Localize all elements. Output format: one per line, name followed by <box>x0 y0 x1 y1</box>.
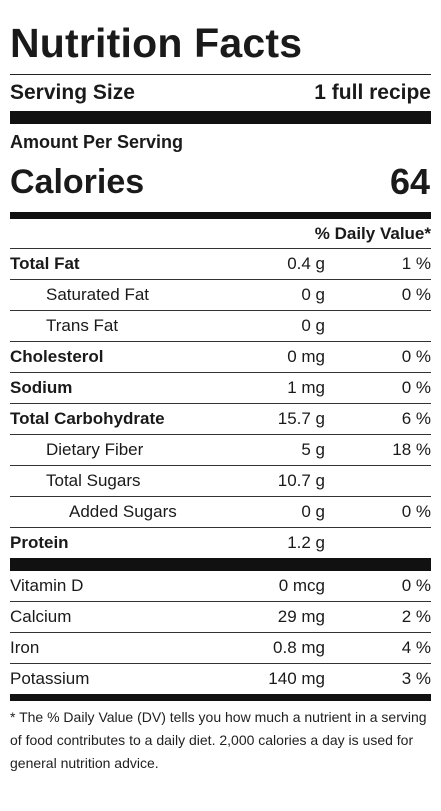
nutrient-row-dietary-fiber: Dietary Fiber 5 g 18 % <box>10 434 431 465</box>
nutrient-row-total-sugars: Total Sugars 10.7 g <box>10 465 431 496</box>
nutrient-amount: 15.7 g <box>277 409 325 428</box>
nutrient-amount: 1.2 g <box>287 533 325 552</box>
vitamin-name: Iron <box>10 638 40 657</box>
nutrient-name: Dietary Fiber <box>46 440 144 459</box>
nutrient-name: Total Fat <box>10 254 80 273</box>
vitamin-row-potassium: Potassium 140 mg 3 % <box>10 663 431 694</box>
vitamin-dv: 0 % <box>401 576 431 595</box>
daily-value-header: % Daily Value* <box>314 224 431 243</box>
nutrient-amount: 5 g <box>301 440 325 459</box>
nutrient-row-total-carbohydrate: Total Carbohydrate 15.7 g 6 % <box>10 403 431 434</box>
nutrient-amount: 0 g <box>301 502 325 521</box>
daily-value-footnote: * The % Daily Value (DV) tells you how m… <box>10 709 427 771</box>
nutrient-dv: 18 % <box>392 440 431 459</box>
calories-value: 64 <box>389 161 430 202</box>
nutrient-amount: 0 g <box>301 316 325 335</box>
divider <box>10 74 431 75</box>
nutrient-name: Protein <box>10 533 69 552</box>
nutrient-dv: 6 % <box>401 409 431 428</box>
nutrient-name: Sodium <box>10 378 73 397</box>
vitamin-dv: 2 % <box>401 607 431 626</box>
nutrient-name: Added Sugars <box>69 502 177 521</box>
calories-row: Calories 64 <box>10 161 431 203</box>
nutrient-amount: 0 g <box>301 285 325 304</box>
nutrient-amount: 1 mg <box>287 378 325 397</box>
nutrient-name: Trans Fat <box>46 316 119 335</box>
vitamin-name: Vitamin D <box>10 576 84 595</box>
nutrient-dv: 0 % <box>401 285 431 304</box>
bottom-divider <box>10 694 431 701</box>
nutrient-row-total-fat: Total Fat 0.4 g 1 % <box>10 248 431 279</box>
nutrient-row-added-sugars: Added Sugars 0 g 0 % <box>10 496 431 527</box>
nutrition-facts-label: Nutrition Facts Serving Size 1 full reci… <box>10 18 431 775</box>
nutrient-dv: 0 % <box>401 502 431 521</box>
thick-divider <box>10 558 431 571</box>
nutrient-row-cholesterol: Cholesterol 0 mg 0 % <box>10 341 431 372</box>
vitamin-name: Potassium <box>10 669 90 688</box>
vitamin-row-calcium: Calcium 29 mg 2 % <box>10 601 431 632</box>
vitamin-dv: 4 % <box>401 638 431 657</box>
nutrient-amount: 0.4 g <box>287 254 325 273</box>
nutrient-row-saturated-fat: Saturated Fat 0 g 0 % <box>10 279 431 310</box>
calories-divider <box>10 212 431 219</box>
serving-size-value: 1 full recipe <box>314 81 431 104</box>
nutrient-amount: 0 mg <box>287 347 325 366</box>
serving-size-row: Serving Size 1 full recipe <box>10 75 431 111</box>
nutrient-name: Cholesterol <box>10 347 104 366</box>
calories-label: Calories <box>10 162 145 201</box>
amount-per-serving: Amount Per Serving <box>10 132 184 152</box>
vitamin-amount: 0.8 mg <box>273 638 325 657</box>
vitamin-amount: 29 mg <box>277 607 325 626</box>
vitamin-dv: 3 % <box>401 669 431 688</box>
nutrient-name: Saturated Fat <box>46 285 150 304</box>
vitamin-row-vitamin-d: Vitamin D 0 mcg 0 % <box>10 571 431 601</box>
nutrient-row-trans-fat: Trans Fat 0 g <box>10 310 431 341</box>
nutrient-amount: 10.7 g <box>277 471 325 490</box>
nutrient-dv: 1 % <box>401 254 431 273</box>
serving-size-label: Serving Size <box>10 81 135 104</box>
vitamin-row-iron: Iron 0.8 mg 4 % <box>10 632 431 663</box>
vitamin-name: Calcium <box>10 607 72 626</box>
nutrient-dv: 0 % <box>401 347 431 366</box>
label-title: Nutrition Facts <box>10 20 303 66</box>
vitamin-mineral-list: Vitamin D 0 mcg 0 % Calcium 29 mg 2 % Ir… <box>10 571 431 694</box>
nutrient-name: Total Carbohydrate <box>10 409 165 428</box>
vitamin-amount: 0 mcg <box>278 576 325 595</box>
nutrient-list: Total Fat 0.4 g 1 % Saturated Fat 0 g 0 … <box>10 248 431 558</box>
nutrient-row-sodium: Sodium 1 mg 0 % <box>10 372 431 403</box>
vitamin-amount: 140 mg <box>268 669 325 688</box>
nutrient-dv: 0 % <box>401 378 431 397</box>
nutrient-row-protein: Protein 1.2 g <box>10 527 431 558</box>
thick-divider <box>10 111 431 124</box>
nutrient-name: Total Sugars <box>46 471 141 490</box>
